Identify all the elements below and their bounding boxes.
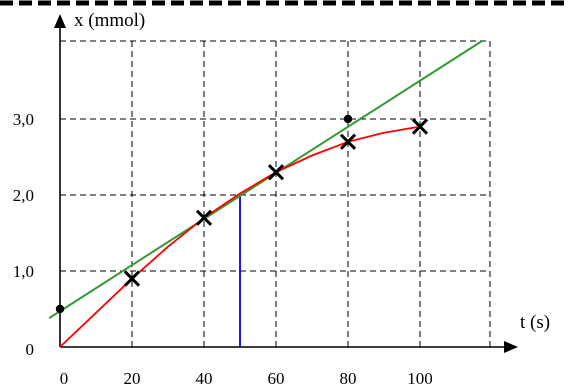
y-tick-label: 1,0	[13, 262, 34, 281]
x-tick-label: 60	[268, 369, 285, 388]
x-axis-arrow-icon	[504, 341, 518, 353]
y-axis-arrow-icon	[54, 14, 66, 28]
x-tick-label: 40	[196, 369, 213, 388]
data-point-cross	[267, 164, 285, 181]
tick-labels: 0 20 40 60 80 100 0 1,0 2,0 3,0	[13, 110, 433, 388]
x-tick-label: 0	[60, 369, 69, 388]
data-point-cross	[195, 209, 213, 226]
y-tick-label: 2,0	[13, 186, 34, 205]
grid	[60, 40, 491, 347]
tangent-line	[48, 40, 482, 319]
y-tick-label: 3,0	[13, 110, 34, 129]
tangent-point	[55, 304, 65, 314]
y-tick-label: 0	[26, 340, 35, 359]
y-axis-label: x (mmol)	[74, 10, 145, 31]
data-point-cross	[411, 118, 429, 135]
fit-curve	[59, 125, 421, 348]
x-tick-label: 80	[340, 369, 357, 388]
x-tick-label: 20	[124, 369, 141, 388]
tangent-point	[343, 114, 353, 124]
marks	[48, 40, 482, 348]
data-point-cross	[339, 133, 357, 150]
x-tick-label: 100	[407, 369, 433, 388]
data-point-cross	[123, 270, 141, 287]
x-axis-label: t (s)	[520, 312, 550, 333]
axes	[54, 14, 518, 353]
